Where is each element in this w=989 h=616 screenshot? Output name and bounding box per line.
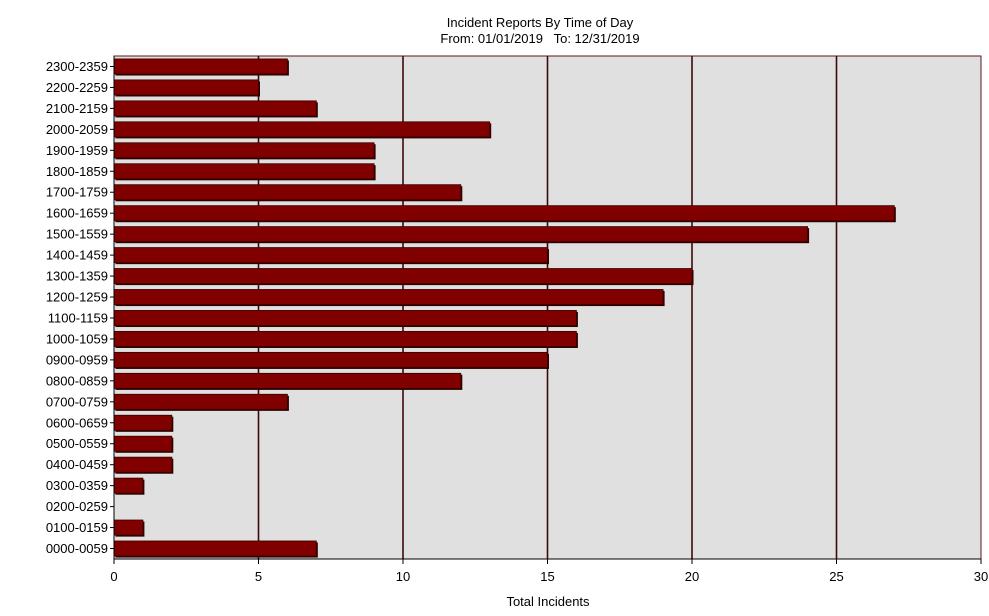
bar-0500-0559 bbox=[113, 435, 173, 452]
y-tick-label-0300-0359: 0300-0359 bbox=[46, 478, 108, 493]
bar-0600-0659 bbox=[113, 414, 173, 431]
y-tick-label-1500-1559: 1500-1559 bbox=[46, 227, 108, 242]
y-tick-label-1200-1259: 1200-1259 bbox=[46, 290, 108, 305]
bar-0100-0159 bbox=[113, 519, 144, 536]
bar-0800-0859 bbox=[113, 372, 462, 389]
y-tick-label-1600-1659: 1600-1659 bbox=[46, 206, 108, 221]
y-tick-label-0900-0959: 0900-0959 bbox=[46, 352, 108, 367]
y-tick-label-0700-0759: 0700-0759 bbox=[46, 394, 108, 409]
y-tick-label-1700-1759: 1700-1759 bbox=[46, 185, 108, 200]
bar-1100-1159 bbox=[113, 310, 577, 326]
y-tick-label-1300-1359: 1300-1359 bbox=[46, 269, 108, 284]
bar-1200-1259 bbox=[113, 289, 664, 305]
chart-subtitle: From: 01/01/2019 To: 12/31/2019 bbox=[440, 31, 639, 46]
bar-1700-1759 bbox=[113, 184, 462, 201]
y-tick-label-0500-0559: 0500-0559 bbox=[46, 436, 108, 451]
y-tick-label-2300-2359: 2300-2359 bbox=[46, 59, 108, 74]
y-tick-label-0800-0859: 0800-0859 bbox=[46, 373, 108, 388]
bar-2300-2359 bbox=[113, 58, 288, 75]
bar-0000-0059 bbox=[113, 540, 317, 557]
y-tick-label-2100-2159: 2100-2159 bbox=[46, 101, 108, 116]
y-tick-label-0100-0159: 0100-0159 bbox=[46, 520, 108, 535]
y-tick-label-2000-2059: 2000-2059 bbox=[46, 122, 108, 137]
x-tick-label-5: 5 bbox=[255, 569, 262, 584]
y-tick-label-1400-1459: 1400-1459 bbox=[46, 248, 108, 263]
plot-area: 0 5 10 15 20 25 30 0000-0059 0100-0159 0200-0259 0… bbox=[46, 55, 988, 584]
bar-2200-2259 bbox=[113, 79, 259, 96]
y-tick-label-1000-1059: 1000-1059 bbox=[46, 331, 108, 346]
y-tick-label-0600-0659: 0600-0659 bbox=[46, 415, 108, 430]
bar-1500-1559 bbox=[113, 226, 808, 243]
x-tick-label-10: 10 bbox=[396, 569, 410, 584]
bar-0900-0959 bbox=[113, 351, 548, 368]
y-tick-label-0000-0059: 0000-0059 bbox=[46, 541, 108, 556]
y-tick-label-0400-0459: 0400-0459 bbox=[46, 457, 108, 472]
y-tick-label-1100-1159: 1100-1159 bbox=[48, 310, 108, 325]
bar-2100-2159 bbox=[113, 100, 317, 117]
bar-1600-1659 bbox=[113, 205, 895, 222]
x-tick-label-25: 25 bbox=[829, 569, 843, 584]
bar-1800-1859 bbox=[113, 163, 375, 180]
bar-1900-1959 bbox=[113, 142, 375, 159]
y-tick-label-1900-1959: 1900-1959 bbox=[46, 143, 108, 158]
bar-0300-0359 bbox=[113, 477, 144, 494]
x-axis-label: Total Incidents bbox=[506, 594, 590, 609]
y-tick-label-1800-1859: 1800-1859 bbox=[46, 164, 108, 179]
bar-1300-1359 bbox=[113, 268, 693, 285]
bar-0400-0459 bbox=[113, 456, 173, 473]
chart-title: Incident Reports By Time of Day bbox=[447, 15, 634, 30]
bar-1400-1459 bbox=[113, 247, 548, 264]
bar-0700-0759 bbox=[113, 393, 288, 410]
bar-2000-2059 bbox=[113, 121, 491, 138]
y-tick-label-0200-0259: 0200-0259 bbox=[46, 499, 108, 514]
x-tick-label-15: 15 bbox=[540, 569, 554, 584]
x-tick-label-30: 30 bbox=[974, 569, 988, 584]
bar-1000-1059 bbox=[113, 330, 577, 347]
x-tick-label-0: 0 bbox=[110, 569, 117, 584]
x-tick-label-20: 20 bbox=[685, 569, 699, 584]
y-tick-label-2200-2259: 2200-2259 bbox=[46, 80, 108, 95]
